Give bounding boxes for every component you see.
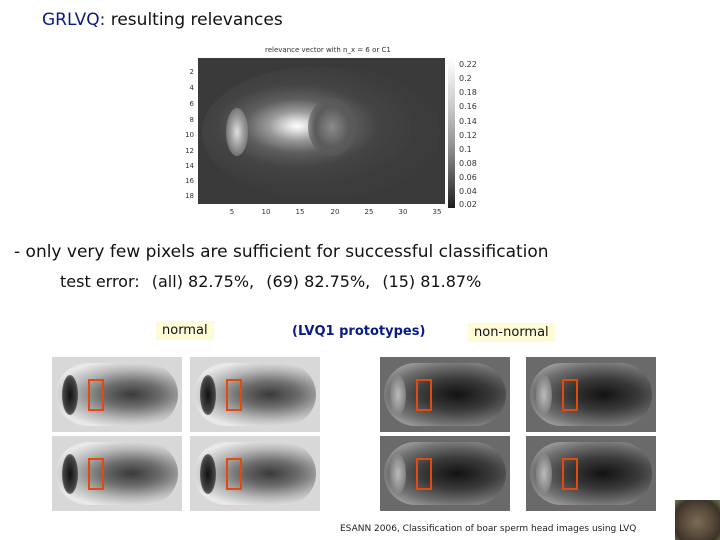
xtick: 20 — [330, 208, 340, 216]
non-normal-label: non-normal — [468, 323, 555, 342]
lvq-prototypes-label: (LVQ1 prototypes) — [292, 324, 426, 339]
ytick: 12 — [185, 147, 194, 155]
prototype-spot — [200, 454, 216, 494]
colorbar-tick: 0.18 — [459, 88, 477, 97]
xtick: 10 — [261, 208, 271, 216]
ytick: 14 — [185, 162, 194, 170]
relevance-heatmap — [198, 58, 445, 204]
prototype-spot — [200, 375, 216, 415]
bullet-text: - only very few pixels are sufficient fo… — [14, 242, 549, 262]
colorbar-tick: 0.12 — [459, 131, 477, 140]
colorbar-tick: 0.16 — [459, 102, 477, 111]
xtick: 30 — [398, 208, 408, 216]
heatmap-title: relevance vector with n_x = 6 or C1 — [265, 46, 391, 54]
ytick: 4 — [189, 84, 194, 92]
colorbar-tick: 0.04 — [459, 187, 477, 196]
missing-glyph-marker — [88, 458, 104, 490]
test-error-69: (69) 82.75%, — [266, 272, 371, 291]
missing-glyph-marker — [562, 458, 578, 490]
non-normal-prototype-image — [380, 436, 510, 511]
test-error-label: test error: — [60, 272, 140, 291]
missing-glyph-marker — [562, 379, 578, 411]
xtick: 15 — [295, 208, 305, 216]
title-keyword: GRLVQ: — [42, 10, 106, 30]
heatmap-highlight-left — [226, 108, 248, 156]
ytick: 16 — [185, 177, 194, 185]
missing-glyph-marker — [416, 458, 432, 490]
prototype-spot — [62, 454, 78, 494]
ytick: 8 — [189, 116, 194, 124]
ytick: 10 — [185, 131, 194, 139]
prototype-spot — [536, 375, 552, 415]
footer-text: ESANN 2006, Classification of boar sperm… — [340, 524, 637, 534]
prototype-spot — [62, 375, 78, 415]
colorbar-tick: 0.22 — [459, 60, 477, 69]
missing-glyph-marker — [88, 379, 104, 411]
boar-photo — [675, 500, 720, 540]
normal-prototype-image — [52, 357, 182, 432]
prototype-spot — [390, 375, 406, 415]
xtick: 5 — [229, 208, 235, 216]
normal-prototype-image — [190, 357, 320, 432]
normal-prototype-image — [190, 436, 320, 511]
prototype-spot — [390, 454, 406, 494]
heatmap-highlight-mid — [308, 98, 356, 156]
normal-label: normal — [156, 321, 214, 340]
colorbar-tick: 0.08 — [459, 159, 477, 168]
prototype-spot — [536, 454, 552, 494]
colorbar-tick: 0.02 — [459, 200, 477, 209]
test-error-all: (all) 82.75%, — [151, 272, 255, 291]
non-normal-prototype-image — [380, 357, 510, 432]
test-error-line: test error: (all) 82.75%, (69) 82.75%, (… — [60, 272, 488, 291]
title-rest: resulting relevances — [110, 10, 283, 30]
normal-prototype-image — [52, 436, 182, 511]
test-error-15: (15) 81.87% — [382, 272, 482, 291]
ytick: 18 — [185, 192, 194, 200]
heatmap-colorbar — [448, 58, 455, 208]
colorbar-tick: 0.14 — [459, 117, 477, 126]
slide-title: GRLVQ: resulting relevances — [42, 10, 283, 30]
xtick: 35 — [432, 208, 442, 216]
missing-glyph-marker — [226, 458, 242, 490]
non-normal-prototype-image — [526, 357, 656, 432]
non-normal-prototype-image — [526, 436, 656, 511]
colorbar-tick: 0.06 — [459, 173, 477, 182]
colorbar-tick: 0.2 — [459, 74, 472, 83]
ytick: 6 — [189, 100, 194, 108]
ytick: 2 — [189, 68, 194, 76]
xtick: 25 — [364, 208, 374, 216]
missing-glyph-marker — [226, 379, 242, 411]
missing-glyph-marker — [416, 379, 432, 411]
colorbar-tick: 0.1 — [459, 145, 472, 154]
